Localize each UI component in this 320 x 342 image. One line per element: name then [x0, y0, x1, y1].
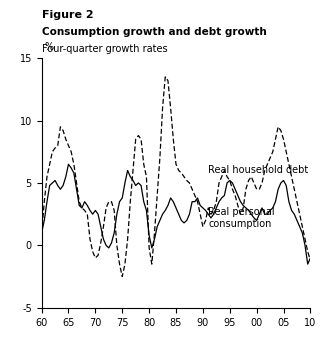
Text: Four-quarter growth rates: Four-quarter growth rates: [42, 44, 167, 54]
Text: Figure 2: Figure 2: [42, 10, 93, 20]
Text: Consumption growth and debt growth: Consumption growth and debt growth: [42, 27, 266, 37]
Text: %: %: [44, 42, 53, 52]
Text: Real household debt: Real household debt: [208, 165, 308, 175]
Text: Real personal
consumption: Real personal consumption: [208, 207, 275, 229]
